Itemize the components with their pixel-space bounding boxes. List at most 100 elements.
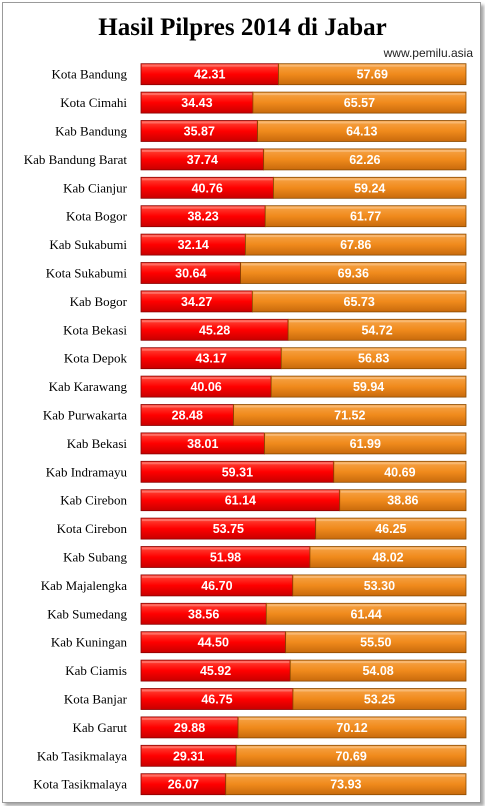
data-label: 38.01	[187, 437, 218, 451]
bar-highlight	[142, 206, 265, 209]
category-label: Kota Bandung	[52, 67, 128, 82]
data-label: 65.57	[344, 96, 375, 110]
bar-segment-b	[233, 404, 467, 426]
bar-highlight	[142, 64, 278, 67]
bar-highlight	[316, 519, 465, 522]
category-label: Kota Cirebon	[57, 521, 128, 536]
data-label: 28.48	[172, 409, 203, 423]
data-label: 26.07	[168, 778, 199, 792]
bar-segment-b	[289, 659, 467, 682]
category-label: Kab Ciamis	[65, 663, 127, 678]
bar-highlight	[142, 462, 333, 465]
category-label: Kab Cirebon	[60, 493, 127, 508]
bar-segment-b	[235, 744, 467, 767]
bar-highlight	[253, 291, 465, 294]
data-label: 59.31	[222, 465, 253, 479]
bar-highlight	[274, 178, 465, 181]
data-label: 40.69	[384, 465, 415, 479]
category-label: Kota Cimahi	[60, 95, 127, 110]
bar-segment-b	[339, 489, 467, 512]
data-label: 67.86	[340, 238, 371, 252]
category-label: Kota Sukabumi	[46, 266, 128, 281]
category-label: Kab Sumedang	[47, 606, 127, 621]
category-label: Kota Depok	[64, 351, 128, 366]
bar-segment-b	[237, 716, 467, 739]
data-label: 42.31	[194, 68, 225, 82]
data-label: 51.98	[210, 551, 241, 565]
bar-segment-b	[263, 148, 467, 171]
bar-highlight	[340, 490, 466, 493]
bar-highlight	[258, 121, 465, 124]
category-label: Kota Tasikmalaya	[33, 777, 127, 792]
bar-segment-b	[278, 63, 467, 86]
bar-segment-b	[251, 290, 467, 313]
bar-highlight	[142, 377, 271, 380]
bar-highlight	[142, 433, 264, 436]
data-label: 69.36	[338, 267, 369, 281]
category-label: Kab Karawang	[49, 379, 128, 394]
bar-segment-b	[292, 688, 467, 710]
bar-segment-b	[264, 432, 467, 455]
bar-highlight	[142, 746, 236, 749]
category-label: Kab Purwakarta	[43, 408, 127, 423]
bar-highlight	[239, 717, 465, 720]
data-label: 30.64	[175, 267, 206, 281]
bar-highlight	[267, 604, 465, 607]
data-label: 43.17	[196, 352, 227, 366]
bar-segment-b	[287, 318, 467, 341]
bar-highlight	[142, 320, 288, 323]
category-label: Kab Bandung	[55, 124, 127, 139]
bar-highlight	[282, 348, 465, 351]
category-label: Kab Sukabumi	[49, 237, 127, 252]
category-label: Kab Kuningan	[51, 635, 128, 650]
data-label: 62.26	[349, 153, 380, 167]
bar-segment-b	[265, 602, 467, 625]
bar-highlight	[289, 320, 465, 323]
bar-highlight	[234, 405, 465, 408]
data-label: 32.14	[178, 238, 209, 252]
bar-highlight	[334, 462, 465, 465]
bar-segment-b	[240, 262, 467, 284]
data-label: 46.25	[375, 522, 406, 536]
data-label: 71.52	[334, 409, 365, 423]
category-label: Kab Majalengka	[41, 578, 128, 593]
bar-highlight	[279, 64, 465, 67]
bar-highlight	[142, 93, 252, 96]
bar-segment-b	[315, 517, 467, 540]
data-label: 29.88	[174, 721, 205, 735]
data-label: 45.92	[200, 664, 231, 678]
data-label: 35.87	[184, 125, 215, 139]
bar-highlight	[142, 519, 315, 522]
bar-highlight	[265, 433, 465, 436]
bar-segment-b	[292, 574, 467, 597]
data-label: 40.76	[192, 181, 223, 195]
bar-highlight	[142, 291, 252, 294]
data-label: 56.83	[358, 352, 389, 366]
category-label: Kab Subang	[63, 550, 127, 565]
data-label: 38.86	[387, 494, 418, 508]
data-label: 65.73	[344, 295, 375, 309]
data-label: 70.69	[335, 749, 366, 763]
category-label: Kab Bekasi	[67, 436, 128, 451]
category-label: Kab Bogor	[70, 294, 128, 309]
bar-segment-b	[333, 460, 467, 483]
data-label: 34.43	[181, 96, 212, 110]
bar-highlight	[142, 632, 285, 635]
bar-highlight	[142, 575, 292, 578]
bar-highlight	[142, 774, 225, 777]
bar-highlight	[293, 689, 465, 692]
data-label: 54.08	[362, 664, 393, 678]
category-label: Kab Tasikmalaya	[37, 748, 127, 763]
category-label: Kota Banjar	[64, 692, 128, 707]
data-label: 37.74	[187, 153, 218, 167]
data-label: 38.23	[187, 210, 218, 224]
bar-highlight	[142, 178, 273, 181]
data-label: 61.99	[350, 437, 381, 451]
bar-segment-b	[270, 375, 467, 398]
data-label: 73.93	[330, 778, 361, 792]
data-label: 34.27	[181, 295, 212, 309]
bar-highlight	[142, 263, 240, 266]
bar-highlight	[142, 661, 290, 664]
data-label: 64.13	[346, 125, 377, 139]
